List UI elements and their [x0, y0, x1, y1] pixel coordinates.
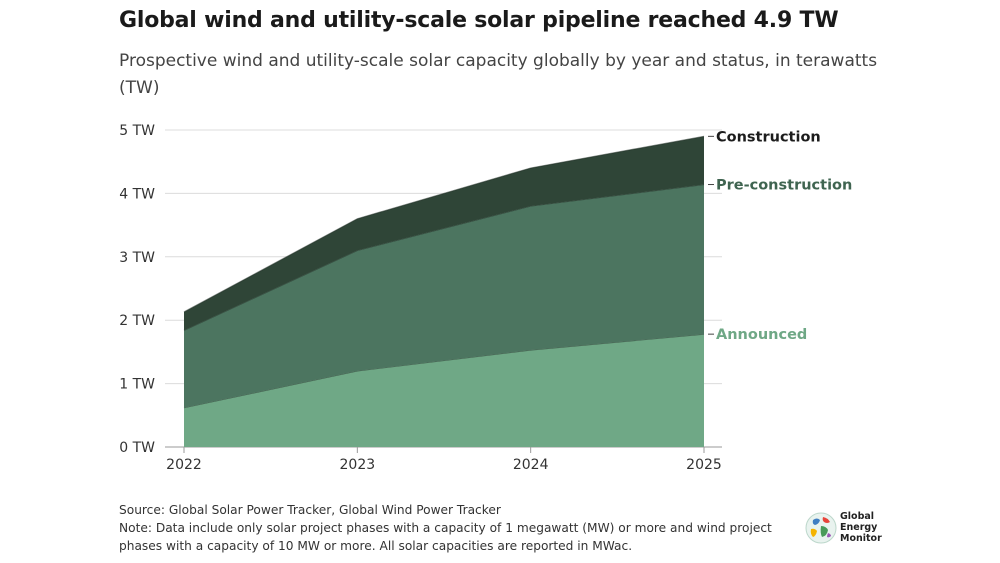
data-note-line-2: phases with a capacity of 10 MW or more.…	[119, 539, 633, 553]
area-announced	[184, 334, 704, 447]
footer: Source: Global Solar Power Tracker, Glob…	[119, 501, 809, 555]
x-tick-label: 2022	[166, 457, 202, 473]
gem-logo: Global Energy Monitor	[804, 509, 894, 549]
globe-icon	[805, 512, 837, 544]
y-tick-label: 3 TW	[119, 250, 155, 266]
series-labels: Announced Pre-construction Construction	[708, 129, 852, 343]
logo-line-1: Global	[840, 511, 875, 522]
series-label-construction: Construction	[716, 129, 821, 145]
x-tick-label: 2025	[686, 457, 722, 473]
series-label-pre-construction: Pre-construction	[716, 178, 852, 194]
x-tick-label: 2023	[340, 457, 376, 473]
logo-wordmark: Global Energy Monitor	[840, 511, 882, 544]
chart-subtitle: Prospective wind and utility-scale solar…	[119, 51, 878, 98]
x-tick-label: 2024	[513, 457, 549, 473]
series-label-announced: Announced	[716, 327, 807, 343]
data-note-line-1: Note: Data include only solar project ph…	[119, 521, 772, 535]
area-pre-construction	[184, 184, 704, 408]
y-tick-label: 2 TW	[119, 313, 155, 329]
x-axis-tick-labels: 2022 2023 2024 2025	[166, 447, 722, 473]
y-axis-tick-labels: 0 TW 1 TW 2 TW 3 TW 4 TW 5 TW	[119, 123, 155, 456]
chart-title: Global wind and utility-scale solar pipe…	[119, 8, 839, 33]
area-series	[183, 135, 705, 447]
y-tick-label: 4 TW	[119, 186, 155, 202]
y-tick-label: 0 TW	[119, 440, 155, 456]
area-construction	[184, 136, 704, 331]
logo-line-3: Monitor	[840, 533, 882, 544]
y-tick-label: 5 TW	[119, 123, 155, 139]
logo-line-2: Energy	[840, 522, 878, 533]
source-note: Source: Global Solar Power Tracker, Glob…	[119, 503, 501, 517]
y-tick-label: 1 TW	[119, 377, 155, 393]
area-edge-construction	[183, 135, 705, 313]
